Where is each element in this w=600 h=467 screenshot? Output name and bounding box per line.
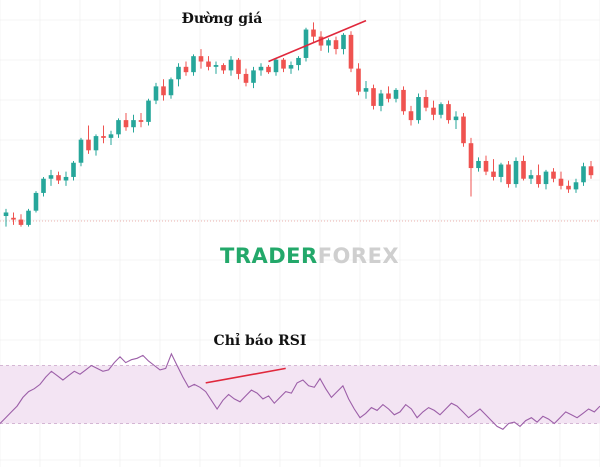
rsi-line (0, 352, 600, 430)
candle-body (183, 66, 189, 73)
candle-body (573, 182, 579, 190)
candle-body (371, 88, 376, 106)
candle-body (401, 89, 406, 112)
candle-body (521, 160, 526, 179)
candle-body (536, 175, 541, 185)
svg-text:TRADERFOREX: TRADERFOREX (220, 244, 399, 268)
candle-body (438, 104, 444, 115)
candle-body (131, 120, 136, 128)
candle-body (198, 56, 204, 62)
candle-body (11, 217, 16, 220)
rsi-divergence-line (205, 367, 286, 384)
candle-body (318, 36, 324, 46)
candle-body (498, 164, 504, 177)
candle-body (491, 171, 496, 177)
candle-body (543, 171, 549, 185)
candle-body (33, 192, 39, 211)
candle-body (363, 88, 369, 92)
watermark-trader: TRADER (220, 244, 318, 268)
candle-body (408, 111, 414, 121)
candle-body (566, 185, 571, 190)
candle-body (206, 61, 211, 67)
candle-body (311, 29, 316, 37)
candle-body (63, 176, 69, 181)
price-candles (3, 22, 594, 227)
watermark: TRADERFOREX (220, 244, 399, 268)
candle-body (431, 107, 436, 115)
candle-body (236, 59, 241, 74)
candle-body (588, 166, 594, 176)
candle-body (116, 120, 121, 135)
candle-body (243, 73, 249, 83)
candle-body (266, 66, 271, 73)
candle-body (461, 116, 466, 144)
candle-body (468, 143, 474, 169)
candle-body (78, 139, 84, 163)
candle-body (513, 160, 519, 185)
candle-body (168, 79, 174, 96)
candle-body (3, 212, 9, 217)
price-label: Đường giá (182, 11, 263, 27)
candle-body (581, 166, 586, 183)
candle-body (378, 93, 384, 106)
candle-body (326, 40, 331, 46)
candle-body (393, 89, 399, 99)
candle-body (176, 66, 181, 80)
candle-body (93, 136, 99, 151)
candle-body (18, 219, 24, 225)
candle-body (348, 34, 354, 69)
candle-body (213, 65, 219, 67)
candle-body (416, 97, 421, 121)
candle-body (258, 66, 264, 71)
candle-body (386, 93, 391, 99)
price-divergence-line (268, 19, 367, 63)
candle-body (191, 56, 196, 73)
candle-body (153, 86, 159, 101)
candle-body (221, 65, 226, 71)
candle-body (476, 160, 481, 169)
rsi-band (0, 365, 600, 424)
candle-body (423, 97, 429, 108)
candle-body (303, 29, 309, 58)
candle-body (26, 210, 31, 225)
watermark-forex: FOREX (318, 244, 399, 268)
candle-body (86, 139, 91, 151)
candle-body (108, 134, 114, 138)
candle-body (558, 178, 564, 186)
candle-body (483, 160, 489, 172)
candle-body (528, 175, 534, 179)
candle-body (251, 70, 256, 83)
candle-body (228, 59, 234, 71)
candle-body (296, 57, 301, 66)
candle-body (123, 120, 129, 128)
candle-body (333, 40, 339, 50)
candle-body (71, 162, 76, 177)
candle-body (101, 136, 106, 138)
candle-body (341, 34, 346, 50)
candle-body (273, 59, 279, 73)
candle-body (161, 86, 166, 96)
candle-body (138, 120, 144, 122)
candle-body (56, 175, 61, 181)
candle-body (551, 171, 556, 179)
candle-body (446, 104, 451, 121)
candle-body (281, 59, 286, 69)
candle-body (146, 100, 151, 122)
candle-body (453, 116, 459, 121)
candle-body (41, 178, 46, 193)
candle-body (506, 164, 511, 185)
candle-body (356, 68, 361, 92)
candle-body (288, 65, 294, 69)
candle-body (48, 175, 54, 179)
rsi-label: Chỉ báo RSI (214, 332, 307, 349)
